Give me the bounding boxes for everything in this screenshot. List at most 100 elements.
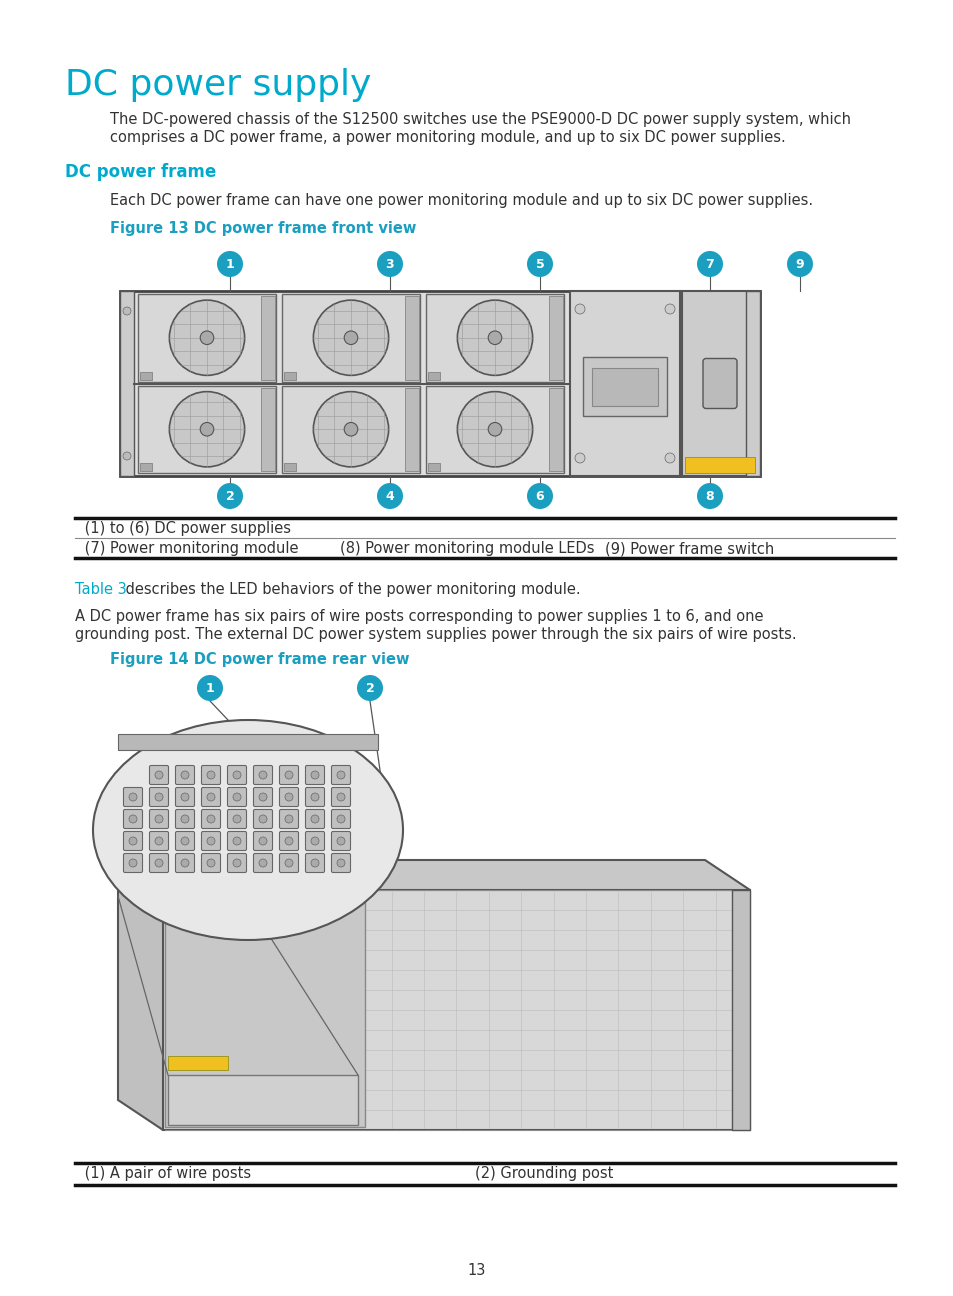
Circle shape	[488, 330, 501, 345]
Circle shape	[233, 815, 241, 823]
Circle shape	[207, 837, 214, 845]
FancyBboxPatch shape	[331, 832, 350, 850]
Circle shape	[336, 837, 345, 845]
Circle shape	[129, 793, 137, 801]
Circle shape	[526, 251, 553, 277]
FancyBboxPatch shape	[175, 854, 194, 872]
Circle shape	[336, 793, 345, 801]
FancyBboxPatch shape	[201, 766, 220, 784]
Circle shape	[129, 837, 137, 845]
Polygon shape	[118, 861, 163, 1130]
FancyBboxPatch shape	[745, 292, 760, 476]
Text: DC power frame: DC power frame	[65, 163, 216, 181]
FancyBboxPatch shape	[163, 890, 749, 1130]
FancyBboxPatch shape	[569, 292, 679, 476]
Text: (9) Power frame switch: (9) Power frame switch	[604, 540, 774, 556]
FancyBboxPatch shape	[253, 854, 273, 872]
FancyBboxPatch shape	[120, 292, 133, 476]
Circle shape	[376, 483, 402, 509]
Circle shape	[233, 793, 241, 801]
Circle shape	[285, 771, 293, 779]
Circle shape	[697, 483, 722, 509]
Circle shape	[196, 675, 223, 701]
Circle shape	[664, 305, 675, 314]
Circle shape	[311, 815, 318, 823]
FancyBboxPatch shape	[261, 388, 274, 470]
FancyBboxPatch shape	[331, 854, 350, 872]
Circle shape	[344, 330, 357, 345]
FancyBboxPatch shape	[253, 832, 273, 850]
Circle shape	[123, 307, 131, 315]
FancyBboxPatch shape	[201, 832, 220, 850]
Text: 5: 5	[535, 258, 544, 271]
Circle shape	[456, 301, 532, 376]
Text: A DC power frame has six pairs of wire posts corresponding to power supplies 1 t: A DC power frame has six pairs of wire p…	[75, 609, 762, 623]
Circle shape	[154, 815, 163, 823]
Circle shape	[154, 837, 163, 845]
FancyBboxPatch shape	[150, 766, 169, 784]
FancyBboxPatch shape	[120, 292, 760, 476]
Text: The DC-powered chassis of the S12500 switches use the PSE9000-D DC power supply : The DC-powered chassis of the S12500 swi…	[110, 111, 850, 127]
Circle shape	[200, 330, 213, 345]
FancyBboxPatch shape	[227, 832, 246, 850]
Circle shape	[336, 815, 345, 823]
FancyBboxPatch shape	[702, 359, 737, 408]
Text: 6: 6	[536, 490, 544, 503]
Text: 3: 3	[385, 258, 394, 271]
FancyBboxPatch shape	[138, 294, 275, 381]
Circle shape	[181, 771, 189, 779]
FancyBboxPatch shape	[305, 832, 324, 850]
Circle shape	[170, 391, 244, 467]
Circle shape	[216, 251, 243, 277]
FancyBboxPatch shape	[284, 463, 295, 470]
Text: (7) Power monitoring module: (7) Power monitoring module	[80, 540, 298, 556]
FancyBboxPatch shape	[123, 854, 142, 872]
Circle shape	[258, 837, 267, 845]
FancyBboxPatch shape	[175, 832, 194, 850]
Circle shape	[575, 305, 584, 314]
FancyBboxPatch shape	[140, 372, 152, 380]
Circle shape	[285, 859, 293, 867]
Circle shape	[285, 815, 293, 823]
FancyBboxPatch shape	[253, 810, 273, 828]
Circle shape	[786, 251, 812, 277]
FancyBboxPatch shape	[426, 385, 563, 473]
Circle shape	[207, 771, 214, 779]
Text: 9: 9	[795, 258, 803, 271]
Circle shape	[181, 859, 189, 867]
FancyBboxPatch shape	[123, 788, 142, 806]
Circle shape	[575, 454, 584, 463]
Text: Figure 14 DC power frame rear view: Figure 14 DC power frame rear view	[110, 652, 409, 667]
FancyBboxPatch shape	[118, 734, 377, 750]
FancyBboxPatch shape	[175, 810, 194, 828]
FancyBboxPatch shape	[175, 766, 194, 784]
Circle shape	[313, 391, 388, 467]
FancyBboxPatch shape	[253, 766, 273, 784]
FancyBboxPatch shape	[168, 1056, 228, 1070]
Ellipse shape	[92, 721, 402, 940]
FancyBboxPatch shape	[282, 385, 419, 473]
FancyBboxPatch shape	[227, 788, 246, 806]
Text: 2: 2	[365, 682, 374, 695]
FancyBboxPatch shape	[279, 766, 298, 784]
FancyBboxPatch shape	[279, 788, 298, 806]
FancyBboxPatch shape	[140, 463, 152, 470]
FancyBboxPatch shape	[305, 788, 324, 806]
Text: (1) A pair of wire posts: (1) A pair of wire posts	[80, 1166, 251, 1181]
Circle shape	[123, 452, 131, 460]
Text: 8: 8	[705, 490, 714, 503]
FancyBboxPatch shape	[150, 810, 169, 828]
FancyBboxPatch shape	[331, 788, 350, 806]
FancyBboxPatch shape	[428, 372, 439, 380]
Circle shape	[664, 454, 675, 463]
FancyBboxPatch shape	[150, 788, 169, 806]
Circle shape	[207, 859, 214, 867]
Text: grounding post. The external DC power system supplies power through the six pair: grounding post. The external DC power sy…	[75, 627, 796, 642]
Text: comprises a DC power frame, a power monitoring module, and up to six DC power su: comprises a DC power frame, a power moni…	[110, 130, 785, 145]
FancyBboxPatch shape	[305, 854, 324, 872]
FancyBboxPatch shape	[279, 810, 298, 828]
Circle shape	[233, 771, 241, 779]
Circle shape	[344, 422, 357, 435]
FancyBboxPatch shape	[227, 854, 246, 872]
Text: 1: 1	[206, 682, 214, 695]
